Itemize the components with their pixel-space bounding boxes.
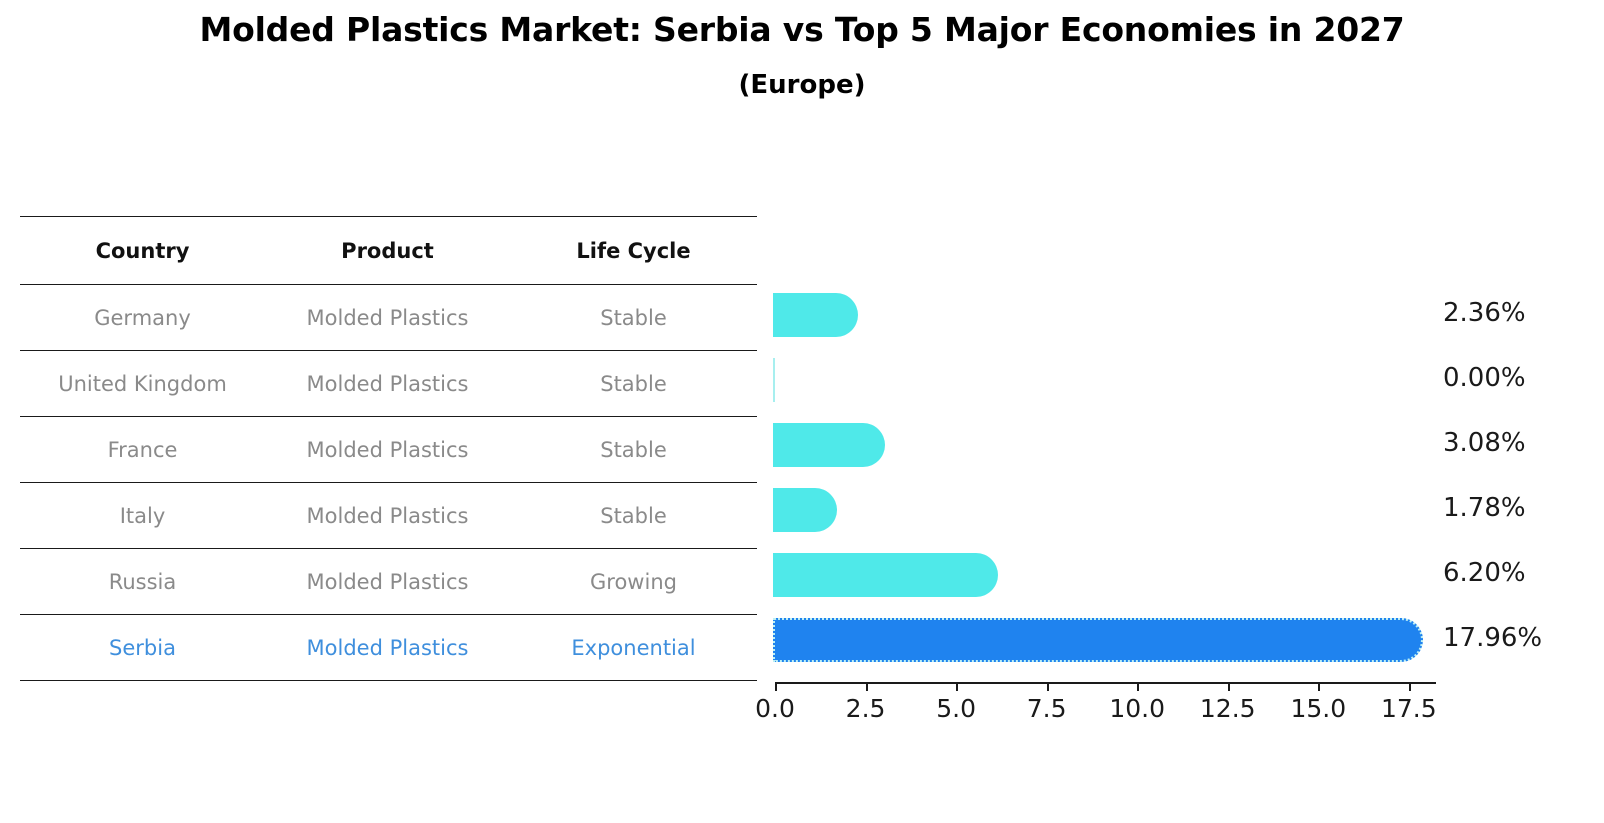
cell-life-cycle: Exponential bbox=[510, 614, 757, 681]
bar-fill bbox=[773, 293, 859, 337]
x-axis-line bbox=[775, 682, 1436, 684]
x-tick-mark bbox=[775, 682, 777, 691]
bar-germany[interactable] bbox=[773, 293, 859, 337]
cell-life-cycle: Stable bbox=[510, 416, 757, 483]
bar-united-kingdom[interactable] bbox=[773, 358, 775, 402]
x-tick-mark bbox=[1046, 682, 1049, 691]
cell-product: Molded Plastics bbox=[265, 482, 510, 549]
x-tick-mark bbox=[1227, 682, 1230, 691]
table-row: Serbia Molded Plastics Exponential bbox=[20, 614, 757, 681]
bar-value-label: 6.20% bbox=[1443, 558, 1526, 588]
table-row: Germany Molded Plastics Stable bbox=[20, 284, 757, 351]
cell-country: United Kingdom bbox=[20, 350, 265, 417]
cell-country: Russia bbox=[20, 548, 265, 615]
bar-france[interactable] bbox=[773, 423, 885, 467]
x-tick-label: 12.5 bbox=[1199, 694, 1256, 723]
x-tick-mark bbox=[1137, 682, 1140, 691]
cell-life-cycle: Growing bbox=[510, 548, 757, 615]
bar-value-label: 2.36% bbox=[1443, 298, 1526, 328]
page-subtitle: (Europe) bbox=[738, 70, 866, 101]
x-tick-label: 2.5 bbox=[845, 694, 886, 723]
x-tick-label: 10.0 bbox=[1109, 694, 1166, 723]
x-tick-mark bbox=[865, 682, 868, 691]
table-row: Russia Molded Plastics Growing bbox=[20, 548, 757, 615]
bar-italy[interactable] bbox=[773, 488, 838, 532]
x-tick-label: 17.5 bbox=[1380, 694, 1437, 723]
cell-product: Molded Plastics bbox=[265, 416, 510, 483]
bar-value-label: 1.78% bbox=[1443, 493, 1526, 523]
cell-product: Molded Plastics bbox=[265, 614, 510, 681]
cell-life-cycle: Stable bbox=[510, 482, 757, 549]
x-tick-mark bbox=[1408, 682, 1411, 691]
cell-country: Germany bbox=[20, 284, 265, 351]
x-tick-mark bbox=[956, 682, 959, 691]
page-title: Molded Plastics Market: Serbia vs Top 5 … bbox=[199, 10, 1405, 49]
bar-fill bbox=[773, 618, 1424, 662]
x-tick-label: 0.0 bbox=[755, 694, 795, 723]
data-table-panel: Country Product Life Cycle Germany Molded… bbox=[20, 216, 757, 681]
bar-value-label: 3.08% bbox=[1443, 428, 1526, 458]
bar-fill bbox=[773, 553, 998, 597]
table-row: France Molded Plastics Stable bbox=[20, 416, 757, 483]
table-row: United Kingdom Molded Plastics Stable bbox=[20, 350, 757, 417]
cell-life-cycle: Stable bbox=[510, 284, 757, 351]
bar-value-label: 17.96% bbox=[1443, 623, 1543, 653]
cell-life-cycle: Stable bbox=[510, 350, 757, 417]
table-body: Germany Molded Plastics Stable United Kingd… bbox=[20, 284, 757, 681]
x-tick-label: 15.0 bbox=[1290, 694, 1347, 723]
cell-country: France bbox=[20, 416, 265, 483]
table-row: Italy Molded Plastics Stable bbox=[20, 482, 757, 549]
cell-country: Serbia bbox=[20, 614, 265, 681]
table-header-row: Country Product Life Cycle bbox=[20, 216, 757, 285]
cell-product: Molded Plastics bbox=[265, 548, 510, 615]
x-tick-label: 5.0 bbox=[936, 694, 976, 723]
bar-fill bbox=[773, 423, 885, 467]
country-product-table: Country Product Life Cycle Germany Molded… bbox=[20, 216, 757, 681]
column-header-product: Product bbox=[265, 216, 510, 285]
bar-fill bbox=[773, 358, 775, 402]
cell-product: Molded Plastics bbox=[265, 284, 510, 351]
bar-value-label: 0.00% bbox=[1443, 363, 1526, 393]
x-tick-label: 7.5 bbox=[1026, 694, 1067, 723]
bar-fill bbox=[773, 488, 838, 532]
x-tick-mark bbox=[1318, 682, 1321, 691]
bar-serbia[interactable] bbox=[773, 618, 1424, 662]
cell-country: Italy bbox=[20, 482, 265, 549]
bar-russia[interactable] bbox=[773, 553, 998, 597]
column-header-life-cycle: Life Cycle bbox=[510, 216, 757, 285]
cell-product: Molded Plastics bbox=[265, 350, 510, 417]
title-block: Molded Plastics Market: Serbia vs Top 5 … bbox=[0, 10, 1604, 100]
column-header-country: Country bbox=[20, 216, 265, 285]
